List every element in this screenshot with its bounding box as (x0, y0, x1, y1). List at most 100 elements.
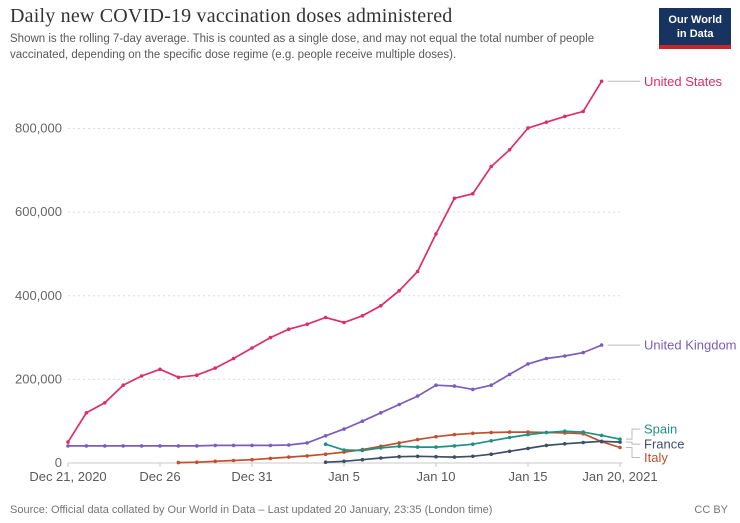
data-point-spain[interactable] (323, 442, 328, 447)
owid-logo[interactable]: Our World in Data (659, 8, 731, 49)
data-point-spain[interactable] (544, 430, 549, 435)
data-point-italy[interactable] (268, 456, 273, 461)
data-point-italy[interactable] (434, 434, 438, 439)
data-point-united-states[interactable] (84, 411, 89, 415)
data-point-united-kingdom[interactable] (563, 354, 567, 358)
data-point-france[interactable] (489, 452, 494, 457)
data-point-united-kingdom[interactable] (139, 444, 144, 448)
data-point-italy[interactable] (176, 460, 181, 465)
data-point-united-states[interactable] (195, 373, 199, 378)
data-point-united-kingdom[interactable] (176, 444, 181, 448)
data-point-united-states[interactable] (434, 232, 438, 236)
data-point-united-states[interactable] (213, 366, 217, 370)
series-label-france[interactable]: France (644, 437, 684, 452)
series-label-italy[interactable]: Italy (644, 450, 668, 465)
data-point-italy[interactable] (471, 431, 475, 436)
data-point-united-states[interactable] (158, 367, 162, 372)
data-point-france[interactable] (526, 446, 530, 451)
license-link[interactable]: CC BY (694, 504, 728, 516)
data-point-italy[interactable] (452, 432, 457, 437)
data-point-united-kingdom[interactable] (231, 443, 236, 448)
data-point-united-kingdom[interactable] (268, 443, 273, 448)
data-point-united-kingdom[interactable] (158, 444, 162, 448)
data-point-united-states[interactable] (287, 327, 291, 332)
data-point-united-states[interactable] (66, 440, 70, 444)
data-point-united-states[interactable] (507, 148, 512, 152)
data-point-united-kingdom[interactable] (489, 383, 494, 388)
data-point-france[interactable] (544, 443, 549, 448)
data-point-united-kingdom[interactable] (305, 441, 310, 445)
data-point-united-kingdom[interactable] (452, 384, 457, 388)
data-point-united-kingdom[interactable] (323, 434, 328, 438)
data-point-united-kingdom[interactable] (379, 411, 383, 415)
data-point-united-states[interactable] (415, 269, 420, 274)
data-point-italy[interactable] (195, 460, 199, 465)
data-point-france[interactable] (397, 454, 402, 459)
data-point-france[interactable] (379, 456, 383, 460)
data-point-united-states[interactable] (526, 126, 530, 130)
data-point-united-states[interactable] (103, 401, 107, 405)
data-point-united-kingdom[interactable] (84, 444, 89, 448)
data-point-united-states[interactable] (379, 304, 383, 308)
data-point-italy[interactable] (526, 430, 530, 434)
data-point-spain[interactable] (507, 435, 512, 440)
series-line-united-kingdom[interactable] (68, 344, 602, 447)
data-point-spain[interactable] (581, 430, 585, 434)
data-point-spain[interactable] (397, 444, 402, 449)
data-point-italy[interactable] (213, 459, 217, 464)
data-point-italy[interactable] (618, 445, 622, 450)
data-point-spain[interactable] (471, 442, 475, 447)
data-point-france[interactable] (599, 439, 604, 444)
data-point-spain[interactable] (489, 439, 494, 443)
data-point-france[interactable] (434, 454, 438, 459)
data-point-france[interactable] (507, 449, 512, 454)
data-point-united-states[interactable] (471, 191, 475, 196)
data-point-france[interactable] (323, 460, 328, 465)
data-point-united-states[interactable] (544, 120, 549, 124)
series-line-united-states[interactable] (67, 80, 603, 443)
data-point-italy[interactable] (415, 437, 420, 442)
data-point-spain[interactable] (415, 445, 420, 449)
data-point-united-states[interactable] (397, 288, 402, 293)
data-point-united-kingdom[interactable] (342, 427, 346, 431)
data-point-spain[interactable] (526, 432, 530, 437)
data-point-united-states[interactable] (563, 114, 567, 119)
data-point-france[interactable] (452, 455, 457, 459)
data-point-united-kingdom[interactable] (471, 387, 475, 392)
data-point-united-kingdom[interactable] (415, 394, 420, 398)
data-point-united-states[interactable] (121, 383, 125, 388)
data-point-united-states[interactable] (599, 79, 604, 84)
data-point-france[interactable] (471, 454, 475, 459)
data-point-united-states[interactable] (305, 322, 310, 327)
data-point-france[interactable] (618, 440, 622, 444)
data-point-united-kingdom[interactable] (250, 443, 254, 448)
series-label-united-states[interactable]: United States (644, 74, 723, 89)
data-point-united-states[interactable] (176, 375, 181, 380)
data-point-united-states[interactable] (268, 335, 273, 340)
data-point-united-kingdom[interactable] (526, 362, 530, 366)
data-point-united-kingdom[interactable] (360, 419, 365, 424)
data-point-united-kingdom[interactable] (66, 444, 70, 448)
data-point-spain[interactable] (434, 445, 438, 449)
data-point-united-kingdom[interactable] (213, 443, 217, 448)
data-point-italy[interactable] (507, 430, 512, 434)
data-point-united-kingdom[interactable] (581, 350, 585, 355)
data-point-spain[interactable] (360, 448, 365, 453)
data-point-united-kingdom[interactable] (599, 343, 604, 347)
data-point-united-states[interactable] (581, 109, 585, 114)
data-point-united-states[interactable] (342, 320, 346, 325)
data-point-france[interactable] (415, 454, 420, 459)
data-point-united-kingdom[interactable] (434, 383, 438, 388)
data-point-united-kingdom[interactable] (103, 444, 107, 448)
data-point-italy[interactable] (231, 458, 236, 463)
data-point-united-states[interactable] (231, 356, 236, 361)
data-point-united-kingdom[interactable] (287, 443, 291, 447)
data-point-united-kingdom[interactable] (544, 356, 549, 361)
data-point-united-kingdom[interactable] (121, 444, 125, 448)
data-point-france[interactable] (360, 457, 365, 462)
data-point-spain[interactable] (342, 448, 346, 452)
data-point-italy[interactable] (489, 430, 494, 435)
data-point-spain[interactable] (563, 429, 567, 434)
data-point-united-kingdom[interactable] (195, 444, 199, 448)
data-point-italy[interactable] (305, 454, 310, 458)
